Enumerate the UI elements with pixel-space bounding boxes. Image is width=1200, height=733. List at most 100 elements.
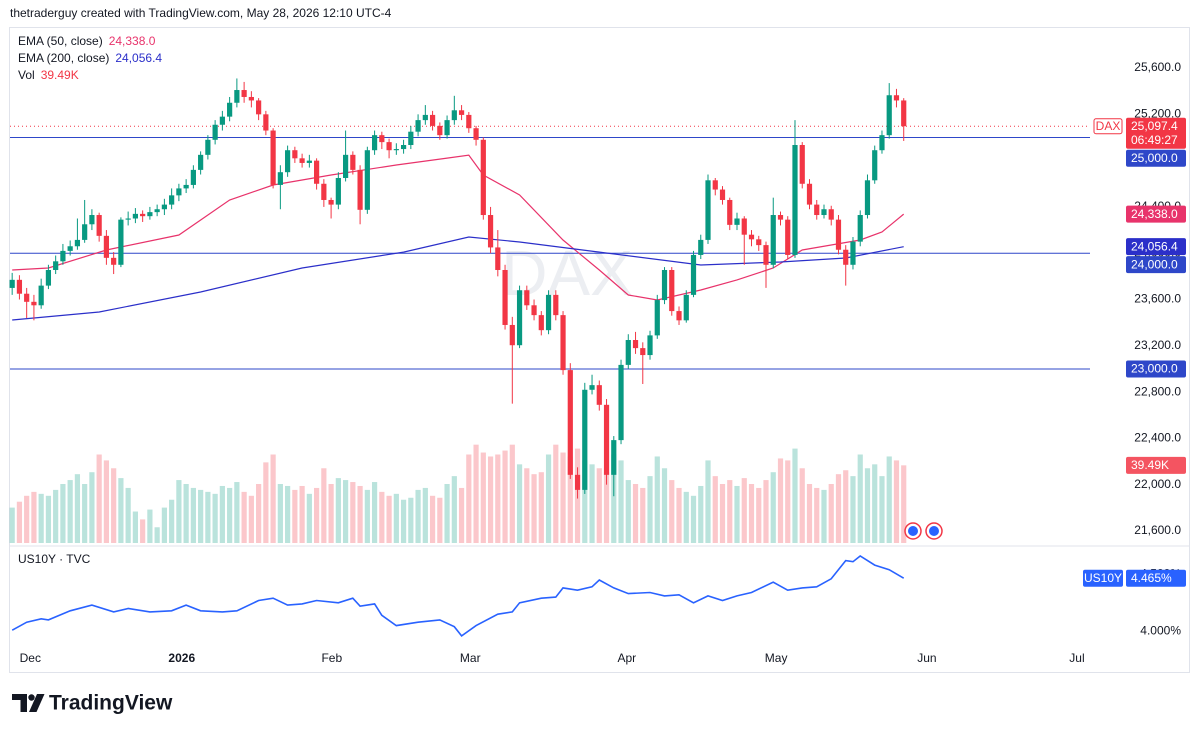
volume-bar: [676, 487, 682, 543]
volume-bar: [111, 468, 117, 543]
volume-bar: [857, 454, 863, 543]
volume-bar: [132, 511, 138, 543]
volume-bar: [96, 454, 102, 543]
volume-bar: [169, 499, 175, 543]
chart-frame: [9, 27, 1190, 673]
candle-body: [574, 474, 581, 490]
legend-name: EMA (200, close): [18, 51, 109, 65]
legend-entry: Vol 39.49K: [18, 68, 79, 82]
brand-name: TradingView: [49, 692, 173, 715]
candle-body: [466, 114, 472, 129]
candle-body: [118, 219, 124, 265]
x-tick-label: 2026: [168, 651, 195, 665]
candle-body: [379, 135, 385, 143]
volume-bar: [625, 480, 631, 543]
candle-body: [553, 294, 559, 316]
volume-bar: [429, 495, 436, 543]
volume-bar: [437, 497, 443, 543]
candle-body: [770, 215, 776, 265]
volume-bar: [821, 489, 827, 543]
volume-bar: [227, 487, 233, 543]
volume-bar: [850, 476, 856, 543]
volume-bar: [328, 484, 334, 543]
volume-bar: [741, 478, 747, 543]
volume-bar: [495, 454, 501, 543]
candle-body: [828, 209, 834, 220]
volume-bar: [763, 480, 769, 543]
ema-badge-text: 24,338.0: [1131, 207, 1178, 221]
candle-body: [756, 239, 762, 246]
candle-body: [792, 145, 798, 255]
x-tick-label: May: [765, 651, 788, 665]
candle-body: [422, 114, 428, 121]
candle-body: [386, 142, 392, 151]
volume-bar: [161, 507, 167, 543]
candle-body: [96, 215, 102, 236]
volume-bar: [560, 452, 566, 543]
candle-body: [140, 213, 146, 217]
volume-bar: [654, 456, 660, 543]
candle-body: [727, 199, 733, 225]
y-tick-label: 21,600.0: [1134, 523, 1181, 537]
candle-body: [698, 239, 704, 255]
volume-bar: [886, 456, 892, 543]
volume-bar: [190, 487, 196, 543]
x-tick-label: Feb: [321, 651, 342, 665]
volume-bar: [263, 462, 269, 543]
volume-bar: [480, 452, 486, 543]
volume-bar: [386, 495, 392, 543]
volume-bar: [74, 474, 81, 543]
volume-bar: [147, 509, 153, 543]
candle-body: [408, 131, 414, 146]
candle-body: [154, 209, 160, 213]
badge-layer: 25,097.406:49:27 25,000.0 24,338.0 24,056.4…: [18, 34, 1186, 587]
volume-bar: [219, 485, 225, 543]
y-tick-label: 22,800.0: [1134, 384, 1181, 398]
volume-bar: [248, 495, 254, 543]
candle-body: [821, 209, 827, 216]
candle-body: [161, 204, 167, 210]
volume-bar: [669, 480, 675, 543]
candle-body: [103, 235, 110, 258]
logo-dot: [28, 694, 35, 701]
y-tick-label: 23,200.0: [1134, 338, 1181, 352]
volume-bar: [183, 484, 189, 543]
candle-body: [342, 154, 349, 178]
candle-body: [886, 95, 892, 136]
volume-bar: [777, 458, 784, 543]
volume-bar: [256, 484, 262, 543]
candle-body: [212, 124, 218, 140]
ema-layer: [12, 154, 905, 321]
candle-body: [400, 145, 407, 150]
candle-body: [872, 150, 878, 181]
candle-body: [147, 212, 153, 217]
volume-bar: [205, 491, 211, 543]
legend-entry: EMA (200, close) 24,056.4: [18, 51, 162, 65]
candle-body: [690, 254, 697, 295]
volume-bar: [640, 487, 646, 543]
volume-bar: [277, 484, 283, 543]
volume-bar: [292, 489, 298, 543]
candle-body: [640, 348, 646, 356]
volume-bar: [727, 480, 733, 543]
candle-body: [31, 301, 37, 306]
candle-body: [451, 110, 457, 121]
candle-body: [777, 215, 784, 220]
candle-body: [314, 160, 320, 184]
candle-body: [545, 294, 552, 331]
level-badge-text: 24,000.0: [1131, 257, 1178, 271]
volume-bar: [748, 484, 755, 543]
candle-body: [415, 120, 421, 132]
volume-bar: [632, 484, 639, 543]
legend-name: EMA (50, close): [18, 34, 103, 48]
candle-body: [712, 180, 718, 190]
volume-bar: [770, 472, 776, 543]
candle-body: [205, 139, 211, 155]
volume-bar: [466, 454, 472, 543]
candle-body: [335, 177, 341, 205]
candle-body: [843, 249, 849, 265]
x-tick-label: Jun: [917, 651, 936, 665]
volume-bar: [234, 482, 240, 543]
candle-body: [814, 204, 820, 216]
y-tick-label: 23,600.0: [1134, 292, 1181, 306]
